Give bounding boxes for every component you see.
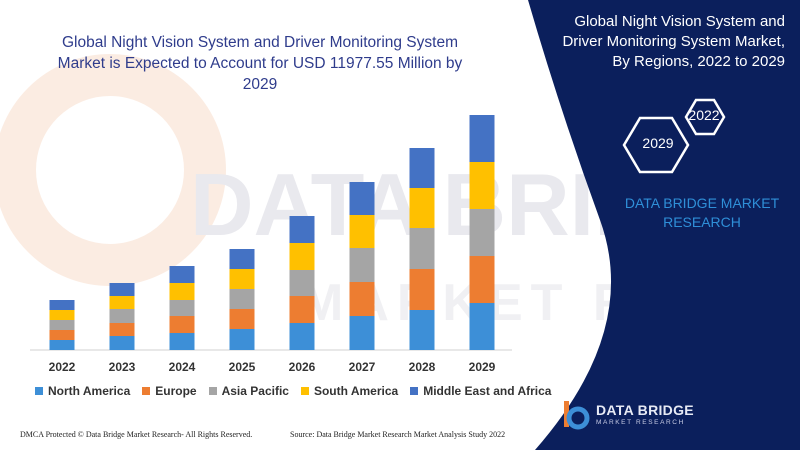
- bar-segment-2022-asia-pacific: [49, 320, 75, 330]
- panel-title: Global Night Vision System and Driver Mo…: [562, 13, 785, 70]
- bar-segment-2024-south-america: [169, 283, 195, 300]
- legend-label: North America: [48, 384, 131, 398]
- logo-sub: MARKET RESEARCH: [596, 419, 685, 426]
- bar-segment-2022-middle-east-and-africa: [49, 300, 75, 310]
- bar-segment-2029-north-america: [469, 303, 495, 350]
- bar-segment-2027-north-america: [349, 316, 375, 350]
- bar-segment-2027-middle-east-and-africa: [349, 182, 375, 215]
- bar-segment-2026-middle-east-and-africa: [289, 216, 315, 243]
- bar-segment-2025-south-america: [229, 269, 255, 289]
- hex-2029-label: 2029: [642, 135, 674, 151]
- bar-segment-2026-europe: [289, 296, 315, 323]
- bar-segment-2029-asia-pacific: [469, 209, 495, 256]
- bar-segment-2025-middle-east-and-africa: [229, 249, 255, 269]
- legend-swatch: [300, 387, 309, 395]
- legend-swatch: [142, 387, 151, 395]
- x-tick-label: 2025: [229, 360, 256, 374]
- bar-segment-2022-europe: [49, 330, 75, 340]
- bar-segment-2029-europe: [469, 256, 495, 303]
- x-tick-label: 2028: [409, 360, 436, 374]
- bar-segment-2023-south-america: [109, 296, 135, 309]
- x-tick-label: 2029: [469, 360, 496, 374]
- legend-item: North America: [35, 384, 130, 398]
- bar-segment-2024-middle-east-and-africa: [169, 266, 195, 283]
- watermark-logo-shape: [0, 54, 226, 286]
- bar-segment-2026-south-america: [289, 243, 315, 270]
- bar-segment-2027-asia-pacific: [349, 248, 375, 282]
- brand-text: DATA BRIDGE MARKET RESEARCH: [624, 195, 780, 230]
- footer-copyright: DMCA Protected © Data Bridge Market Rese…: [20, 430, 253, 439]
- bar-segment-2029-south-america: [469, 162, 495, 209]
- bar-segment-2028-europe: [409, 269, 435, 310]
- x-tick-label: 2024: [169, 360, 196, 374]
- bar-segment-2024-europe: [169, 316, 195, 333]
- bar-segment-2028-north-america: [409, 310, 435, 350]
- x-tick-label: 2022: [49, 360, 76, 374]
- legend-swatch: [35, 387, 43, 395]
- bar-segment-2027-south-america: [349, 215, 375, 248]
- legend-label: Europe: [155, 384, 197, 398]
- x-tick-label: 2026: [289, 360, 316, 374]
- logo-name: DATA BRIDGE: [596, 402, 694, 418]
- bar-segment-2028-middle-east-and-africa: [409, 148, 435, 188]
- logo-icon: [564, 401, 590, 430]
- bar-segment-2029-middle-east-and-africa: [469, 115, 495, 162]
- legend-item: South America: [300, 384, 399, 398]
- bar-segment-2022-south-america: [49, 310, 75, 320]
- hex-2022-label: 2022: [688, 107, 720, 123]
- footer-source: Source: Data Bridge Market Research Mark…: [290, 430, 506, 439]
- bar-segment-2024-north-america: [169, 333, 195, 350]
- chart-title: Global Night Vision System and Driver Mo…: [57, 34, 463, 93]
- bar-segment-2023-asia-pacific: [109, 309, 135, 323]
- bar-segment-2023-middle-east-and-africa: [109, 283, 135, 296]
- legend-label: South America: [313, 384, 399, 398]
- bar-segment-2025-north-america: [229, 329, 255, 350]
- x-tick-label: 2023: [109, 360, 136, 374]
- legend-item: Asia Pacific: [208, 384, 289, 398]
- bar-segment-2022-north-america: [49, 340, 75, 350]
- legend-item: Europe: [142, 384, 197, 398]
- bar-segment-2027-europe: [349, 282, 375, 316]
- bar-segment-2028-south-america: [409, 188, 435, 228]
- bar-segment-2024-asia-pacific: [169, 300, 195, 316]
- x-tick-label: 2027: [349, 360, 376, 374]
- legend-label: Asia Pacific: [221, 384, 289, 398]
- bar-segment-2023-north-america: [109, 336, 135, 350]
- legend-swatch: [410, 387, 419, 395]
- logo-mark-circle: [566, 406, 590, 430]
- bar-segment-2025-asia-pacific: [229, 289, 255, 309]
- bar-segment-2026-north-america: [289, 323, 315, 350]
- legend: North America Europe Asia Pacific South Ame…: [35, 384, 551, 398]
- bar-segment-2026-asia-pacific: [289, 270, 315, 296]
- bar-segment-2023-europe: [109, 323, 135, 336]
- logo-mark-bar: [564, 401, 569, 427]
- legend-item: Middle East and Africa: [410, 384, 551, 398]
- legend-label: Middle East and Africa: [423, 384, 552, 398]
- bar-segment-2025-europe: [229, 309, 255, 329]
- legend-swatch: [208, 387, 217, 395]
- bar-segment-2028-asia-pacific: [409, 228, 435, 269]
